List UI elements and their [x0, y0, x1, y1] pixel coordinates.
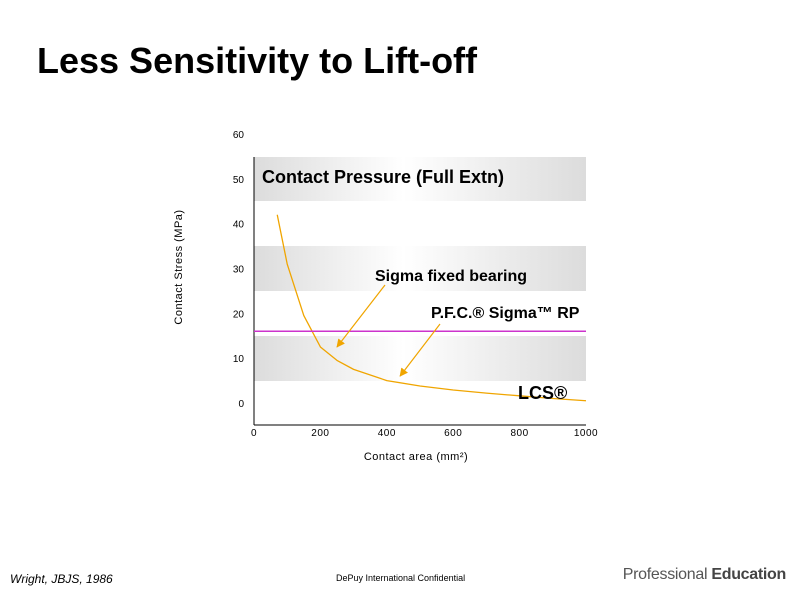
y-tick-label: 40 [233, 220, 245, 231]
band-0 [254, 157, 586, 201]
series-layer [254, 214, 587, 402]
x-tick-labels: 0 200 400 600 800 1000 [251, 428, 598, 439]
y-tick-labels: 0 10 20 30 40 50 60 [233, 130, 245, 410]
x-tick-label: 800 [511, 428, 529, 439]
citation: Wright, JBJS, 1986 [10, 572, 113, 586]
y-tick-label: 50 [233, 175, 245, 186]
annotation-sigma-fixed-bearing: Sigma fixed bearing [375, 268, 527, 285]
band-5 [254, 381, 586, 425]
slide-title: Less Sensitivity to Lift-off [37, 40, 478, 81]
x-tick-label: 1000 [574, 428, 598, 439]
band-1 [254, 201, 586, 246]
y-tick-label: 20 [233, 309, 245, 320]
annotation-arrow-0 [336, 284, 386, 348]
x-tick-label: 200 [311, 428, 329, 439]
chart-title: Contact Pressure (Full Extn) [262, 167, 504, 187]
band-4 [254, 336, 586, 381]
y-tick-label: 60 [233, 130, 245, 141]
x-tick-label: 0 [251, 428, 257, 439]
background-bands [254, 157, 586, 425]
y-tick-label: 30 [233, 265, 245, 276]
axes [253, 157, 586, 426]
x-tick-label: 600 [444, 428, 462, 439]
annotation-lcs: LCS® [518, 383, 567, 403]
x-tick-label: 400 [378, 428, 396, 439]
x-axis-label: Contact area (mm²) [364, 451, 468, 463]
y-tick-label: 0 [238, 399, 244, 410]
band-2 [254, 246, 586, 291]
annotation-pfc-sigma-rp: P.F.C.® Sigma™ RP [431, 305, 580, 322]
y-axis-label: Contact Stress (MPa) [173, 209, 185, 324]
confidential-note: DePuy International Confidential [336, 573, 466, 583]
annotation-arrows [336, 284, 441, 377]
contact-pressure-curve [276, 214, 587, 402]
brand-logo: Professional Education [622, 566, 787, 583]
y-tick-label: 10 [233, 354, 245, 365]
annotation-arrow-1 [399, 323, 441, 377]
band-3 [254, 291, 586, 336]
